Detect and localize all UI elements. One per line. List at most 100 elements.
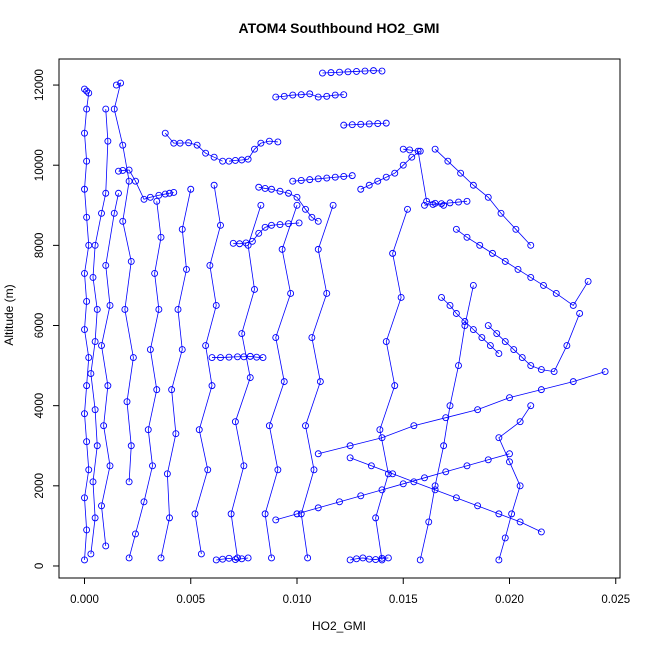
data-point: [121, 306, 129, 313]
data-point: [206, 261, 214, 269]
data-point: [83, 298, 91, 305]
data-point: [255, 183, 263, 191]
data-point: [110, 209, 118, 217]
data-point: [174, 306, 182, 313]
series-line: [375, 209, 408, 561]
data-point: [125, 177, 133, 185]
x-tick-label: 0.005: [176, 594, 205, 606]
data-point: [359, 554, 367, 562]
data-point: [265, 422, 273, 430]
data-point: [81, 556, 88, 564]
data-point: [457, 169, 465, 177]
data-point: [163, 470, 171, 478]
data-point: [382, 119, 390, 127]
data-point: [378, 434, 386, 442]
series: [289, 172, 356, 185]
data-point: [495, 350, 503, 358]
data-point: [336, 68, 343, 76]
series-line: [113, 82, 134, 482]
series: [346, 454, 545, 536]
data-point: [484, 456, 492, 464]
data-point: [212, 302, 220, 309]
data-point: [98, 342, 105, 350]
series: [81, 85, 93, 564]
data-point: [357, 492, 365, 500]
data-point: [115, 189, 122, 197]
data-point: [501, 338, 509, 345]
data-point: [287, 290, 295, 297]
data-point: [314, 504, 322, 512]
data-point: [225, 554, 233, 562]
data-point: [425, 518, 433, 526]
data-point: [210, 153, 218, 161]
data-point: [421, 201, 428, 209]
data-point: [119, 141, 127, 149]
y-tick-label: 10000: [34, 149, 46, 181]
series: [98, 189, 122, 550]
series-line: [322, 70, 383, 74]
series-line: [498, 405, 532, 561]
data-point: [340, 91, 348, 99]
series: [319, 67, 386, 77]
data-point: [157, 554, 165, 562]
data-point: [274, 466, 282, 474]
data-point: [85, 89, 93, 97]
x-tick-label: 0.020: [495, 594, 524, 606]
data-point: [157, 233, 165, 241]
series-line: [360, 150, 421, 190]
data-point: [115, 167, 122, 175]
data-point: [399, 145, 407, 153]
series-line: [350, 557, 389, 561]
series-line: [487, 313, 580, 373]
data-point: [563, 342, 571, 350]
data-point: [268, 221, 275, 229]
data-point: [306, 90, 314, 98]
data-point: [537, 366, 545, 374]
data-point: [251, 285, 258, 293]
series: [452, 225, 592, 309]
data-point: [153, 386, 161, 394]
data-point: [478, 334, 486, 341]
data-point: [372, 556, 380, 564]
data-point: [378, 67, 386, 75]
data-point: [463, 197, 471, 205]
data-point: [219, 555, 227, 563]
data-point: [493, 330, 501, 337]
data-point: [469, 281, 477, 289]
data-point: [178, 225, 186, 233]
y-tick-label: 6000: [34, 313, 46, 339]
data-point: [238, 156, 246, 164]
data-point: [261, 184, 269, 192]
data-point: [272, 93, 280, 101]
data-point: [285, 220, 292, 228]
data-point: [280, 92, 288, 100]
data-point: [310, 466, 318, 474]
data-point: [227, 510, 235, 518]
y-axis: 0 2000 4000 6000 8000 10000 12000: [34, 69, 60, 569]
series-line: [230, 205, 262, 559]
data-point: [274, 138, 282, 146]
data-point: [102, 261, 110, 269]
data-point: [202, 149, 210, 157]
series: [255, 183, 322, 225]
series: [495, 402, 535, 564]
data-point: [293, 193, 301, 201]
data-point: [329, 201, 337, 209]
series: [225, 137, 282, 165]
data-point: [295, 219, 303, 227]
data-point: [304, 554, 312, 562]
series-line: [419, 285, 474, 561]
data-point: [217, 354, 224, 362]
data-point: [495, 510, 503, 518]
data-point: [365, 120, 373, 128]
data-point: [208, 354, 216, 362]
data-point: [484, 322, 492, 329]
x-axis-label: HO2_GMI: [312, 619, 366, 633]
series: [115, 166, 178, 203]
data-point: [495, 434, 503, 442]
data-point: [123, 398, 131, 406]
data-point: [89, 478, 97, 486]
data-point: [261, 510, 269, 518]
data-point: [455, 198, 462, 206]
series-line: [264, 205, 298, 559]
